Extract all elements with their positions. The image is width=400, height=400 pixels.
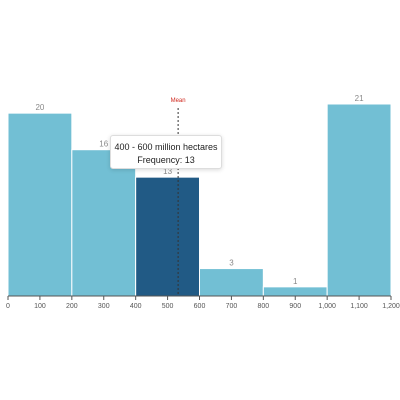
mean-label: Mean xyxy=(171,98,186,104)
tooltip-body: Frequency: 13 xyxy=(137,155,195,165)
bar-value-label: 1 xyxy=(293,277,298,286)
bar-value-label: 3 xyxy=(229,259,234,268)
x-tick-label: 1,000 xyxy=(318,303,336,310)
tooltip: 400 - 600 million hectares Frequency: 13 xyxy=(110,135,222,169)
x-tick-label: 200 xyxy=(66,303,78,310)
histogram-bar[interactable] xyxy=(7,112,73,297)
x-tick-label: 800 xyxy=(257,303,269,310)
x-tick-label: 700 xyxy=(226,303,238,310)
x-tick-label: 900 xyxy=(289,303,301,310)
x-tick-label: 1,100 xyxy=(350,303,368,310)
histogram-bar[interactable] xyxy=(199,268,264,297)
histogram-bar[interactable] xyxy=(135,176,201,297)
x-tick-label: 100 xyxy=(34,303,46,310)
bar-value-label: 20 xyxy=(35,103,44,112)
histogram-bar[interactable] xyxy=(326,103,392,297)
histogram-bar[interactable] xyxy=(262,286,328,297)
bar-value-label: 16 xyxy=(99,140,108,149)
x-tick-label: 500 xyxy=(162,303,174,310)
x-tick-label: 600 xyxy=(194,303,206,310)
x-tick-label: 0 xyxy=(6,303,10,310)
bar-value-label: 21 xyxy=(355,94,364,103)
x-tick-label: 300 xyxy=(98,303,110,310)
x-tick-label: 400 xyxy=(130,303,142,310)
histogram-bar[interactable] xyxy=(71,149,137,297)
bar-value-label: 13 xyxy=(163,167,172,176)
x-tick-label: 1,200 xyxy=(382,303,400,310)
tooltip-title: 400 - 600 million hectares xyxy=(114,142,218,152)
